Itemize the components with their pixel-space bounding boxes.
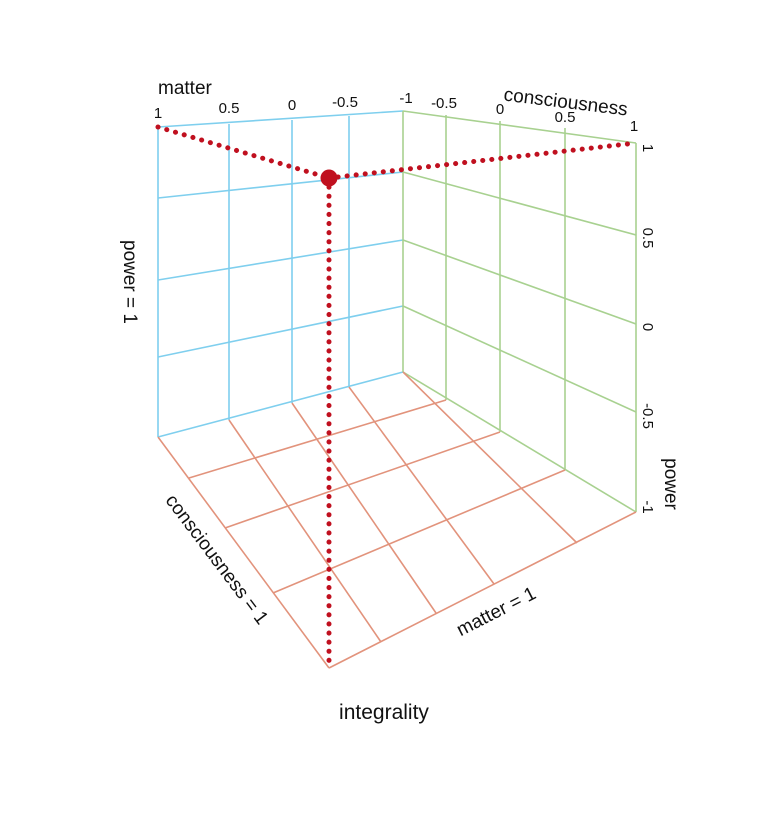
left-wall-bottom-edge xyxy=(157,371,404,438)
matter-tick-label: -0.5 xyxy=(332,94,358,111)
matter-tick-label: 1 xyxy=(154,105,162,122)
consciousness-tick-label: 0.5 xyxy=(555,109,576,126)
left-wall-grid xyxy=(157,110,404,438)
consciousness-tick-labels: -0.5 0 0.5 1 xyxy=(431,95,638,135)
right-wall-top-edge xyxy=(402,110,637,144)
right-wall-grid xyxy=(402,110,637,513)
projection-paths xyxy=(155,124,639,671)
right-wall-horizontal-line xyxy=(402,239,637,325)
right-wall-horizontal-line xyxy=(402,171,637,236)
power-tick-label: 0.5 xyxy=(639,228,656,249)
consciousness-tick-label: -0.5 xyxy=(431,95,457,112)
floor-line xyxy=(224,431,501,529)
floor-left-edge xyxy=(157,436,330,669)
floor-line xyxy=(272,469,566,594)
floor-line xyxy=(228,419,382,643)
power-axis-title: power xyxy=(660,458,681,510)
matter-tick-labels: 1 0.5 0 -0.5 -1 xyxy=(154,90,413,122)
power-tick-label: -0.5 xyxy=(639,403,656,429)
matter-projection-path xyxy=(155,124,332,181)
consciousness-tick-label: 1 xyxy=(630,118,638,135)
floor-right-edge xyxy=(328,511,637,669)
floor-line xyxy=(188,399,447,479)
floor-left-label: consciousness = 1 xyxy=(161,491,272,629)
power-tick-label: 1 xyxy=(639,144,656,152)
consciousness-tick-label: 0 xyxy=(496,101,504,118)
left-wall-top-edge xyxy=(157,110,404,128)
matter-tick-label: 0 xyxy=(288,97,296,114)
floor-right-label: matter = 1 xyxy=(453,583,539,641)
floor-grid xyxy=(157,371,637,669)
left-wall-horizontal-line xyxy=(157,305,404,358)
integrality-point-marker xyxy=(320,169,338,187)
right-wall-horizontal-line xyxy=(402,305,637,413)
right-wall-bottom-edge xyxy=(402,371,637,513)
left-wall-label: power = 1 xyxy=(119,240,140,324)
left-wall-horizontal-line xyxy=(157,171,404,199)
left-wall-horizontal-line xyxy=(157,239,404,281)
floor-line xyxy=(348,386,495,585)
matter-axis-title: matter xyxy=(158,78,213,99)
floor-line xyxy=(402,371,578,544)
matter-tick-label: 0.5 xyxy=(219,100,240,117)
consciousness-projection-path xyxy=(326,140,639,181)
matter-tick-label: -1 xyxy=(399,90,412,107)
power-tick-label: 0 xyxy=(639,323,656,331)
floor-line xyxy=(291,402,437,614)
power-tick-labels: 1 0.5 0 -0.5 -1 xyxy=(639,144,656,514)
power-tick-label: -1 xyxy=(639,500,656,513)
integrality-label: integrality xyxy=(339,701,429,724)
